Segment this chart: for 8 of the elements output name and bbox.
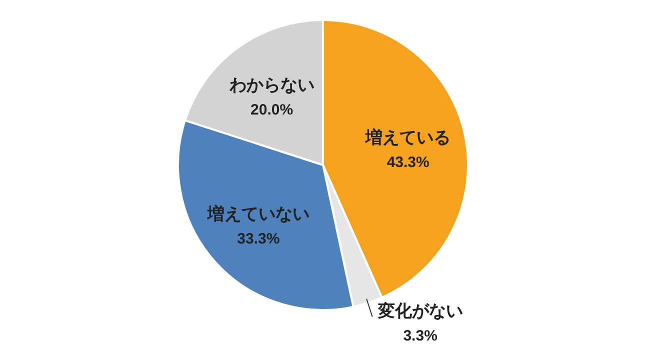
slice-label: 増えている <box>364 126 451 147</box>
slice-label: 変化がない <box>376 302 463 321</box>
slice-label: 増えていない <box>206 203 310 224</box>
slice-label: わからない <box>228 76 314 95</box>
data-label: 3.3% <box>403 328 438 345</box>
data-label: 33.3% <box>237 230 280 248</box>
data-label: 43.3% <box>386 154 430 171</box>
data-label: 20.0% <box>250 102 294 119</box>
